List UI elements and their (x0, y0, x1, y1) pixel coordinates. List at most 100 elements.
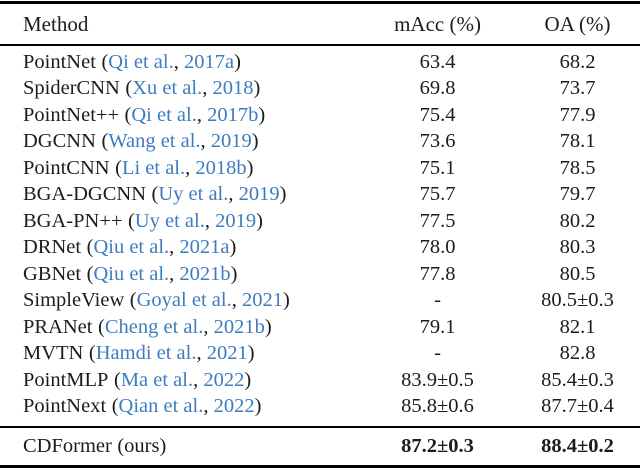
macc-value: 77.5 (419, 209, 456, 232)
header-rule (0, 44, 640, 46)
macc-value: 83.9±0.5 (401, 368, 474, 391)
table-row: PointCNN (Li et al., 2018b) 75.1 78.5 (0, 155, 640, 182)
macc-value: 77.8 (419, 262, 456, 285)
method-name: PointMLP (23, 368, 109, 391)
citation-separator: , (193, 368, 204, 391)
citation-open-paren: ( (101, 50, 109, 73)
citation-year-link[interactable]: 2022 (203, 368, 245, 391)
method-name: BGA-PN++ (23, 209, 123, 232)
oa-value: 78.1 (559, 130, 596, 153)
citation-open-paren: ( (127, 209, 135, 232)
method-name: PointNext (23, 395, 107, 418)
citation-year-link[interactable]: 2017a (183, 50, 235, 73)
citation-authors-link[interactable]: Goyal et al. (136, 289, 232, 312)
table-row: PointMLP (Ma et al., 2022) 83.9±0.5 85.4±… (0, 367, 640, 394)
citation-year-link[interactable]: 2017b (207, 103, 259, 126)
citation-open-paren: ( (111, 395, 119, 418)
citation-authors-link[interactable]: Wang et al. (108, 130, 201, 153)
citation-open-paren: ( (124, 103, 132, 126)
citation-authors-link[interactable]: Hamdi et al. (95, 342, 197, 365)
citation-separator: , (185, 156, 196, 179)
table-row: PointNet++ (Qi et al., 2017b) 75.4 77.9 (0, 102, 640, 129)
citation-authors-link[interactable]: Ma et al. (120, 368, 194, 391)
citation-authors-link[interactable]: Qi et al. (131, 103, 197, 126)
oa-value: 80.2 (559, 209, 596, 232)
citation-separator: , (173, 50, 184, 73)
macc-value: - (434, 342, 441, 365)
citation-year-link[interactable]: 2021a (179, 236, 230, 259)
citation-close-paren: ) (229, 236, 237, 259)
citation-year-link[interactable]: 2019 (210, 130, 252, 153)
citation-authors-link[interactable]: Xu et al. (132, 77, 203, 100)
citation-authors-link[interactable]: Qiu et al. (93, 236, 170, 259)
citation-separator: , (202, 77, 213, 100)
macc-value: 85.8±0.6 (401, 395, 474, 418)
citation-close-paren: ) (253, 77, 261, 100)
citation-separator: , (204, 209, 216, 232)
table-row: PointNext (Qian et al., 2022) 85.8±0.6 87… (0, 394, 640, 421)
citation-close-paren: ) (246, 156, 254, 179)
method-name: MVTN (23, 342, 84, 365)
citation-authors-link[interactable]: Uy et al. (134, 209, 205, 232)
macc-value: 87.2±0.3 (401, 435, 474, 457)
macc-value: 75.1 (419, 156, 456, 179)
citation-authors-link[interactable]: Qian et al. (118, 395, 204, 418)
table-row: BGA-DGCNN (Uy et al., 2019) 75.7 79.7 (0, 182, 640, 209)
oa-value: 80.3 (559, 236, 596, 259)
citation-year-link[interactable]: 2018 (212, 77, 254, 100)
macc-value: 75.4 (419, 103, 456, 126)
citation-close-paren: ) (264, 315, 272, 338)
macc-value: 73.6 (419, 130, 456, 153)
oa-value: 73.7 (559, 77, 596, 100)
citation-open-paren: ( (151, 183, 159, 206)
citation-authors-link[interactable]: Uy et al. (158, 183, 229, 206)
citation-year-link[interactable]: 2021 (206, 342, 248, 365)
citation-close-paren: ) (279, 183, 287, 206)
citation-separator: , (196, 342, 207, 365)
column-header-macc: mAcc (%) (394, 11, 481, 36)
citation-separator: , (203, 395, 214, 418)
oa-value: 85.4±0.3 (541, 368, 614, 391)
citation-open-paren: ( (98, 315, 105, 338)
citation-authors-link[interactable]: Cheng et al. (104, 315, 204, 338)
citation-close-paren: ) (234, 50, 241, 73)
method-name: DRNet (23, 236, 82, 259)
oa-value: 78.5 (559, 156, 596, 179)
method-name: SimpleView (23, 289, 125, 312)
citation-year-link[interactable]: 2021b (213, 315, 265, 338)
citation-year-link[interactable]: 2022 (213, 395, 255, 418)
header-row: Method mAcc (%) OA (%) (0, 4, 640, 44)
table-row: PointNet (Qi et al., 2017a) 63.4 68.2 (0, 49, 640, 76)
citation-authors-link[interactable]: Li et al. (121, 156, 186, 179)
method-name: GBNet (23, 262, 82, 285)
macc-value: - (434, 289, 441, 312)
citation-close-paren: ) (251, 130, 259, 153)
top-rule (0, 1, 640, 4)
citation-open-paren: ( (115, 156, 122, 179)
citation-separator: , (203, 315, 214, 338)
bottom-rule (0, 465, 640, 468)
table-row: GBNet (Qiu et al., 2021b) 77.8 80.5 (0, 261, 640, 288)
oa-value: 88.4±0.2 (541, 435, 614, 457)
citation-year-link[interactable]: 2018b (195, 156, 247, 179)
table-row: MVTN (Hamdi et al., 2021) - 82.8 (0, 341, 640, 368)
citation-year-link[interactable]: 2019 (215, 209, 257, 232)
oa-value: 77.9 (559, 103, 596, 126)
citation-year-link[interactable]: 2019 (238, 183, 280, 206)
method-name: CDFormer (23, 435, 112, 457)
citation-close-paren: ) (244, 368, 252, 391)
citation-close-paren: ) (258, 103, 266, 126)
table-row: PRANet (Cheng et al., 2021b) 79.1 82.1 (0, 314, 640, 341)
final-row: CDFormer (ours) 87.2±0.3 88.4±0.2 (0, 428, 640, 465)
citation-separator: , (231, 289, 242, 312)
citation-year-link[interactable]: 2021 (241, 289, 283, 312)
citation-separator: , (169, 236, 180, 259)
method-name: SpiderCNN (23, 77, 120, 100)
table-row: SimpleView (Goyal et al., 2021) - 80.5±0.… (0, 288, 640, 315)
citation-year-link[interactable]: 2021b (179, 262, 231, 285)
oa-value: 79.7 (559, 183, 596, 206)
citation-authors-link[interactable]: Qiu et al. (93, 262, 170, 285)
citation-authors-link[interactable]: Qi et al. (108, 50, 174, 73)
macc-value: 63.4 (419, 50, 456, 73)
